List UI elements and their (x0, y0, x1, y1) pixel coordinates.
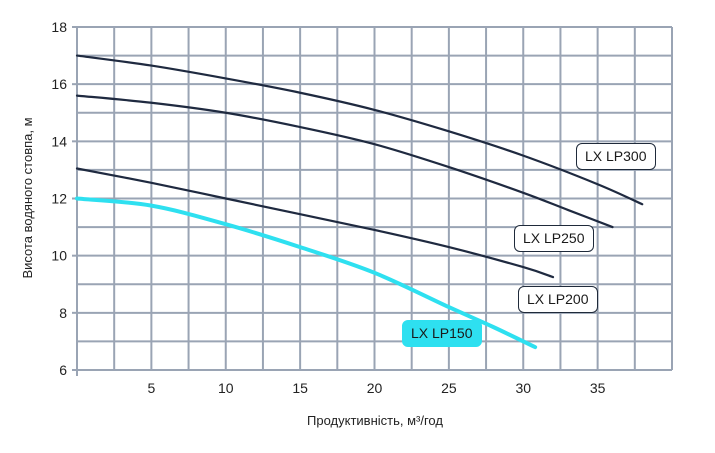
legend-lp250: LX LP250 (514, 225, 594, 252)
curve-lx-lp250 (75, 94, 614, 229)
curve-lx-lp300 (75, 54, 644, 206)
curves (75, 54, 644, 350)
x-axis-label: Продуктивність, м³/год (307, 413, 443, 428)
svg-text:6: 6 (59, 362, 67, 378)
svg-text:30: 30 (515, 380, 531, 396)
svg-text:35: 35 (590, 380, 606, 396)
curve-lx-lp200 (75, 167, 555, 279)
svg-text:18: 18 (51, 19, 67, 35)
svg-text:16: 16 (51, 76, 67, 92)
svg-text:25: 25 (441, 380, 457, 396)
svg-text:8: 8 (59, 305, 67, 321)
svg-text:12: 12 (51, 191, 67, 207)
svg-text:5: 5 (147, 380, 155, 396)
svg-text:15: 15 (292, 380, 308, 396)
curve-lx-lp150 (75, 196, 538, 350)
legend-lp150: LX LP150 (402, 320, 482, 347)
svg-text:10: 10 (218, 380, 234, 396)
y-axis-label: Висота водяного стовпа, м (20, 117, 35, 278)
legend-lp300: LX LP300 (576, 143, 656, 170)
svg-text:10: 10 (51, 248, 67, 264)
legend-lp200: LX LP200 (518, 286, 598, 313)
axis-ticks: 5 10 15 20 25 30 35 6 8 10 12 14 16 18 (51, 19, 605, 396)
svg-text:14: 14 (51, 133, 67, 149)
grid (72, 26, 673, 376)
svg-text:20: 20 (367, 380, 383, 396)
